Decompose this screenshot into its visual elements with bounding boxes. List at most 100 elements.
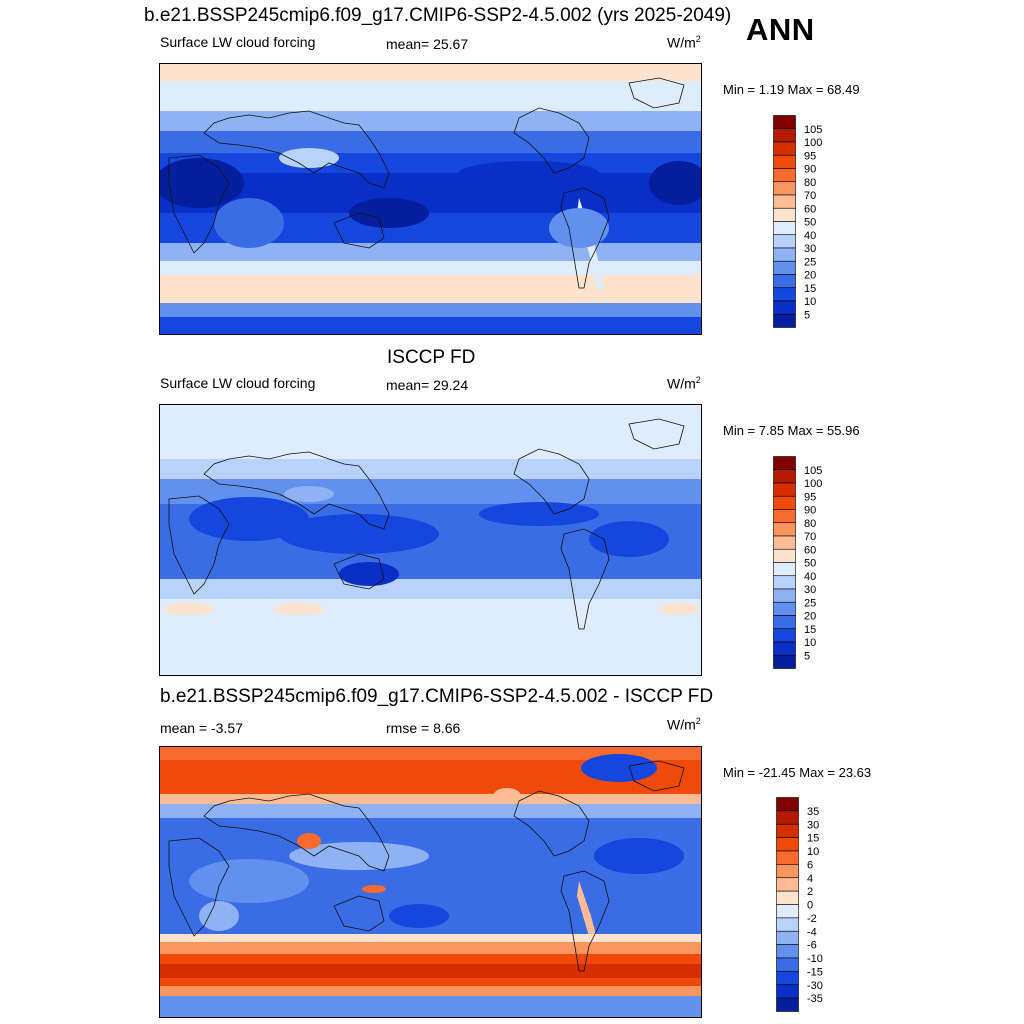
colorbar-tick-label: 90 xyxy=(804,164,816,176)
panel-1-title: b.e21.BSSP245cmip6.f09_g17.CMIP6-SSP2-4.… xyxy=(144,5,732,26)
panel-3-title: b.e21.BSSP245cmip6.f09_g17.CMIP6-SSP2-4.… xyxy=(160,686,714,707)
colorbar-tick-label: 40 xyxy=(804,571,816,583)
panel-3-units: W/m2 xyxy=(667,716,701,733)
colorbar-swatch xyxy=(773,287,796,302)
colorbar-tick-label: 30 xyxy=(807,819,819,831)
colorbar-tick-label: 15 xyxy=(804,624,816,636)
panel-1-variable-label: Surface LW cloud forcing xyxy=(160,34,316,50)
colorbar-tick-label: -6 xyxy=(807,940,817,952)
colorbar-tick-label: 30 xyxy=(804,243,816,255)
colorbar-swatch xyxy=(773,247,796,262)
colorbar-swatch xyxy=(773,274,796,289)
colorbar-tick-label: -30 xyxy=(807,980,823,992)
colorbar-tick-label: 70 xyxy=(804,190,816,202)
colorbar-swatch xyxy=(776,944,799,959)
colorbar-tick-label: 80 xyxy=(804,177,816,189)
colorbar-swatch xyxy=(773,509,796,524)
colorbar-swatch xyxy=(773,207,796,222)
colorbar-tick-label: 0 xyxy=(807,900,813,912)
colorbar-swatch xyxy=(773,456,796,471)
colorbar-tick-label: 10 xyxy=(804,637,816,649)
panel-2-title: ISCCP FD xyxy=(387,347,476,368)
panel-3-mean: mean = -3.57 xyxy=(160,720,243,736)
panel-2-variable-label: Surface LW cloud forcing xyxy=(160,375,316,391)
colorbar-tick-label: 105 xyxy=(804,465,822,477)
colorbar-tick-label: 60 xyxy=(804,544,816,556)
colorbar-tick-label: 40 xyxy=(804,230,816,242)
season-label: ANN xyxy=(746,12,815,47)
colorbar-tick-label: 105 xyxy=(804,124,822,136)
colorbar-tick-label: 5 xyxy=(804,309,810,321)
colorbar-swatch xyxy=(773,588,796,603)
panel-3-min-max: Min = -21.45 Max = 23.63 xyxy=(723,765,872,780)
colorbar-tick-label: 95 xyxy=(804,491,816,503)
colorbar-swatch xyxy=(776,930,799,945)
colorbar-tick-label: 4 xyxy=(807,873,813,885)
colorbar-tick-label: 25 xyxy=(804,597,816,609)
colorbar-tick-label: 90 xyxy=(804,505,816,517)
colorbar-tick-label: 15 xyxy=(804,283,816,295)
panel-1-map xyxy=(159,63,702,335)
colorbar-tick-label: -2 xyxy=(807,913,817,925)
colorbar-swatch xyxy=(773,260,796,275)
colorbar-swatch xyxy=(773,628,796,643)
colorbar-tick-label: -10 xyxy=(807,953,823,965)
colorbar-swatch xyxy=(773,128,796,143)
colorbar-swatch xyxy=(776,971,799,986)
colorbar-swatch xyxy=(773,234,796,249)
colorbar-swatch xyxy=(773,615,796,630)
colorbar-swatch xyxy=(776,823,799,838)
colorbar-swatch xyxy=(773,154,796,169)
colorbar-swatch xyxy=(773,181,796,196)
colorbar-swatch xyxy=(773,654,796,669)
colorbar-swatch xyxy=(776,797,799,812)
colorbar-tick-label: 10 xyxy=(804,296,816,308)
colorbar-tick-label: 100 xyxy=(804,137,822,149)
colorbar-tick-label: -15 xyxy=(807,966,823,978)
colorbar-swatch xyxy=(776,850,799,865)
colorbar-swatch xyxy=(773,482,796,497)
colorbar-tick-label: 70 xyxy=(804,531,816,543)
colorbar-tick-label: 10 xyxy=(807,846,819,858)
colorbar-tick-label: 95 xyxy=(804,150,816,162)
colorbar-swatch xyxy=(773,194,796,209)
colorbar-swatch xyxy=(773,535,796,550)
colorbar-swatch xyxy=(773,575,796,590)
colorbar-swatch xyxy=(773,562,796,577)
colorbar-swatch xyxy=(773,300,796,315)
panel-1-mean: mean= 25.67 xyxy=(386,36,469,52)
colorbar-swatch xyxy=(776,997,799,1012)
colorbar-tick-label: 100 xyxy=(804,478,822,490)
colorbar-swatch xyxy=(776,904,799,919)
colorbar-swatch xyxy=(773,641,796,656)
colorbar-swatch xyxy=(773,141,796,156)
panel-1-units: W/m2 xyxy=(667,34,701,51)
colorbar-swatch xyxy=(773,115,796,130)
colorbar-tick-label: -4 xyxy=(807,926,817,938)
colorbar-swatch xyxy=(776,877,799,892)
panel-3-map xyxy=(159,746,702,1018)
colorbar-tick-label: 2 xyxy=(807,886,813,898)
colorbar-tick-label: 25 xyxy=(804,256,816,268)
colorbar-swatch xyxy=(773,495,796,510)
colorbar-swatch xyxy=(776,837,799,852)
panel-2-min-max: Min = 7.85 Max = 55.96 xyxy=(723,423,860,438)
panel-1-min-max: Min = 1.19 Max = 68.49 xyxy=(723,82,860,97)
colorbar-swatch xyxy=(776,984,799,999)
colorbar-tick-label: 15 xyxy=(807,833,819,845)
colorbar-swatch xyxy=(776,917,799,932)
colorbar-swatch xyxy=(773,522,796,537)
colorbar-swatch xyxy=(776,890,799,905)
colorbar-tick-label: 5 xyxy=(804,650,810,662)
colorbar-tick-label: 20 xyxy=(804,611,816,623)
colorbar-swatch xyxy=(773,548,796,563)
panel-3-rmse: rmse = 8.66 xyxy=(386,720,461,736)
colorbar-swatch xyxy=(776,810,799,825)
colorbar-tick-label: 30 xyxy=(804,584,816,596)
colorbar-tick-label: 50 xyxy=(804,558,816,570)
panel-2-mean: mean= 29.24 xyxy=(386,377,469,393)
colorbar-tick-label: 50 xyxy=(804,217,816,229)
